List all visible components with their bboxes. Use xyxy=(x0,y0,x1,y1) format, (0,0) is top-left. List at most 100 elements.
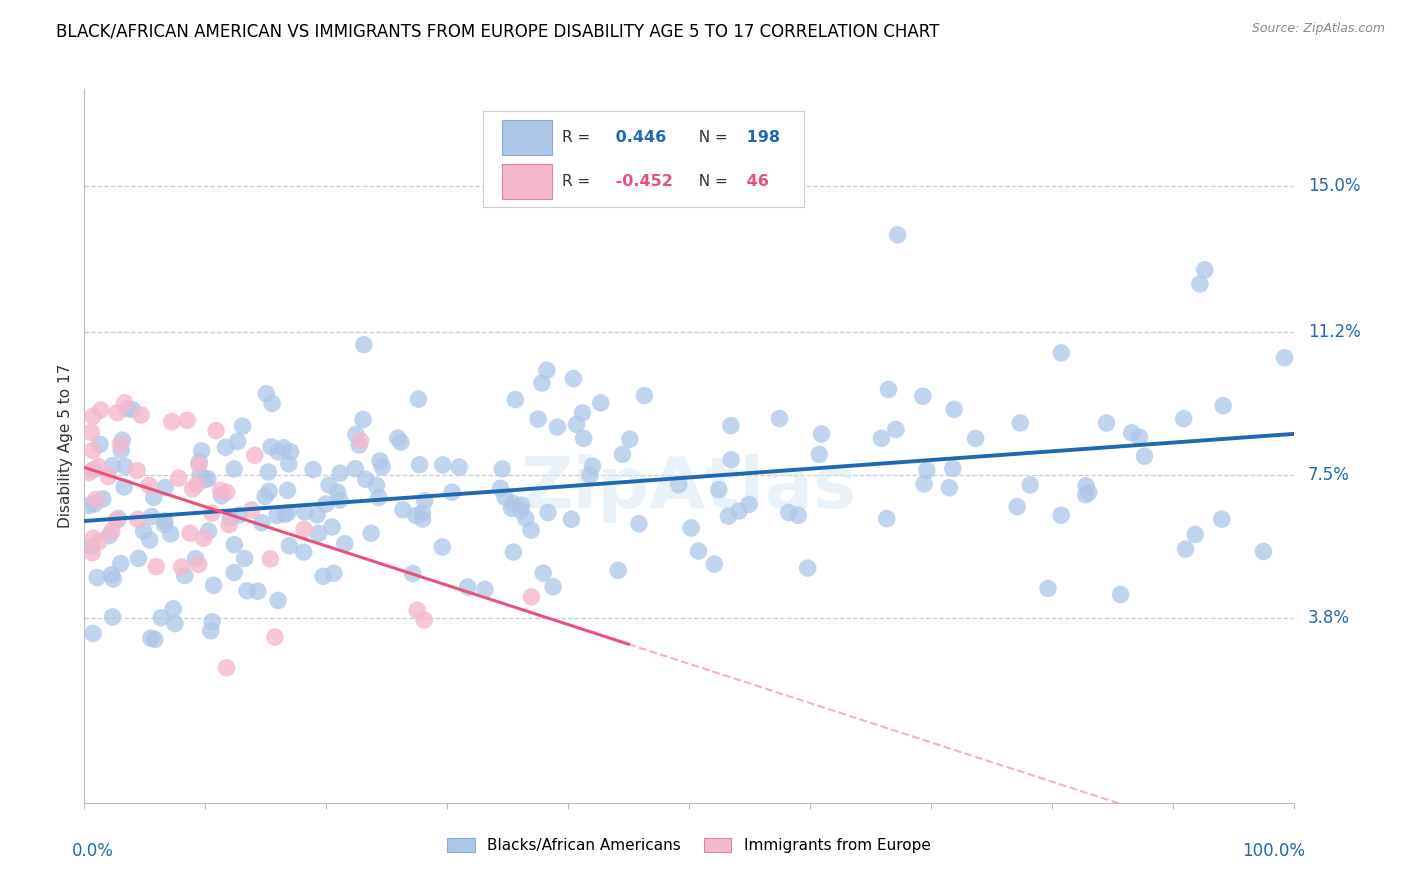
Point xyxy=(188,458,211,472)
Text: 7.5%: 7.5% xyxy=(1308,466,1350,484)
Point xyxy=(1211,512,1233,526)
Point xyxy=(368,454,391,468)
Point xyxy=(266,508,288,523)
Text: 15.0%: 15.0% xyxy=(1308,177,1361,194)
Point xyxy=(432,540,454,554)
Point xyxy=(541,580,564,594)
Point xyxy=(205,424,228,438)
Point xyxy=(77,466,100,480)
Point xyxy=(194,473,217,487)
Point xyxy=(86,570,108,584)
Point xyxy=(329,466,352,480)
Point xyxy=(262,396,284,410)
Point xyxy=(153,514,176,528)
Text: 3.8%: 3.8% xyxy=(1308,608,1350,627)
Point xyxy=(276,483,298,498)
Point xyxy=(326,485,349,500)
Point xyxy=(537,506,560,520)
Text: -0.452: -0.452 xyxy=(610,175,673,189)
Point xyxy=(142,491,165,505)
Point xyxy=(720,452,742,467)
Point xyxy=(520,590,543,604)
FancyBboxPatch shape xyxy=(502,164,553,200)
Point xyxy=(197,472,219,486)
Point xyxy=(876,511,898,525)
Point xyxy=(215,485,238,500)
Point xyxy=(536,363,558,377)
Point xyxy=(82,626,104,640)
FancyBboxPatch shape xyxy=(502,120,553,155)
Point xyxy=(589,396,612,410)
Point xyxy=(224,566,246,580)
Point xyxy=(1074,488,1097,502)
Point xyxy=(1077,485,1099,500)
Point xyxy=(322,566,344,581)
Point xyxy=(186,477,208,491)
Y-axis label: Disability Age 5 to 17: Disability Age 5 to 17 xyxy=(58,364,73,528)
Legend: Blacks/African Americans, Immigrants from Europe: Blacks/African Americans, Immigrants fro… xyxy=(441,832,936,859)
Point xyxy=(80,425,103,440)
Point xyxy=(187,558,209,572)
Point xyxy=(1095,416,1118,430)
Point xyxy=(139,533,162,547)
Point xyxy=(315,497,337,511)
Point xyxy=(226,434,249,449)
Point xyxy=(349,434,371,448)
Point xyxy=(91,491,114,506)
Point xyxy=(184,551,207,566)
Point xyxy=(796,561,818,575)
Point xyxy=(494,490,516,504)
Point xyxy=(1050,508,1073,523)
Point xyxy=(520,523,543,537)
Point xyxy=(145,559,167,574)
Point xyxy=(105,406,128,420)
Point xyxy=(112,480,135,494)
Point xyxy=(1133,449,1156,463)
Point xyxy=(139,631,162,645)
Point xyxy=(938,481,960,495)
Point xyxy=(352,412,374,426)
Point xyxy=(246,584,269,599)
Point xyxy=(179,526,201,541)
Point xyxy=(703,557,725,571)
Point xyxy=(233,551,256,566)
Point xyxy=(101,610,124,624)
Point xyxy=(153,481,176,495)
Point xyxy=(254,386,277,401)
Point xyxy=(105,513,128,527)
Point xyxy=(571,406,593,420)
Point xyxy=(565,417,588,432)
Point xyxy=(170,560,193,574)
Text: R =: R = xyxy=(562,130,595,145)
Point xyxy=(413,493,436,508)
Point xyxy=(406,603,429,617)
Point xyxy=(201,615,224,629)
Point xyxy=(808,447,831,461)
Point xyxy=(1188,277,1211,291)
Point xyxy=(236,583,259,598)
Point xyxy=(633,389,655,403)
Point xyxy=(114,459,136,474)
Text: 11.2%: 11.2% xyxy=(1308,323,1361,342)
Point xyxy=(163,616,186,631)
Point xyxy=(84,492,107,507)
Point xyxy=(82,443,104,458)
Text: N =: N = xyxy=(689,130,733,145)
Point xyxy=(114,396,136,410)
Point xyxy=(219,511,242,525)
Point xyxy=(127,551,149,566)
Point xyxy=(668,477,690,491)
Point xyxy=(474,582,496,597)
Point xyxy=(312,569,335,583)
Point xyxy=(1121,425,1143,440)
Point xyxy=(267,445,290,459)
Point xyxy=(215,661,238,675)
Point xyxy=(110,443,132,458)
Point xyxy=(243,448,266,462)
Point xyxy=(267,593,290,607)
Point xyxy=(432,458,454,472)
Point xyxy=(121,402,143,417)
Point xyxy=(228,508,250,522)
Point xyxy=(884,422,907,436)
Point xyxy=(280,444,302,458)
